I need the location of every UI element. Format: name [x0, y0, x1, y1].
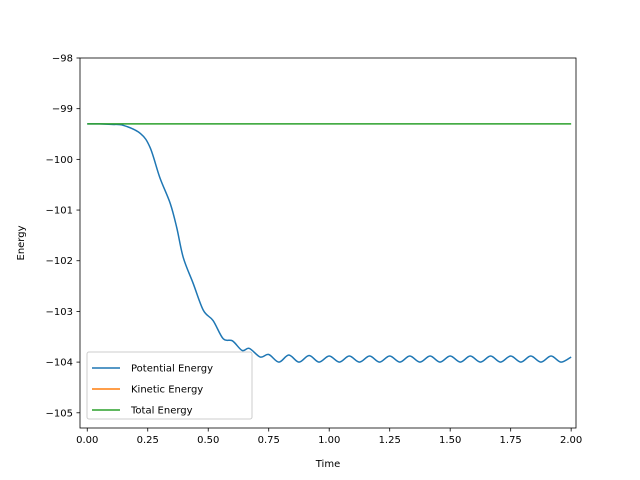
y-tick-label: −100 [46, 155, 73, 166]
legend-label: Total Energy [130, 406, 193, 417]
y-axis-ticks: −98 −99 −100 −101 −102 −103 −104 −105 [46, 54, 80, 419]
y-tick-label: −98 [52, 54, 73, 65]
series-line-potential-energy [87, 123, 572, 363]
y-axis-label: Energy [16, 225, 27, 260]
y-tick-label: −102 [46, 256, 73, 267]
x-tick-label: 0.50 [197, 435, 219, 446]
legend: Potential Energy Kinetic Energy Total Ener… [86, 351, 253, 420]
y-tick-label: −105 [46, 408, 73, 419]
y-tick-label: −104 [46, 358, 73, 369]
legend-box [86, 351, 253, 420]
x-axis-ticks: 0.00 0.25 0.50 0.75 1.00 1.25 1.50 1.75 2.00 [76, 428, 582, 446]
y-tick-label: −101 [46, 206, 73, 217]
legend-label: Potential Energy [131, 364, 213, 375]
x-tick-label: 1.50 [439, 435, 461, 446]
y-tick-label: −103 [46, 307, 73, 318]
y-tick-label: −99 [52, 104, 73, 115]
x-axis-label: Time [315, 459, 340, 470]
x-tick-label: 1.00 [318, 435, 340, 446]
x-tick-label: 1.25 [379, 435, 401, 446]
legend-label: Kinetic Energy [131, 385, 203, 396]
x-tick-label: 0.25 [137, 435, 159, 446]
axes-frame [79, 57, 577, 429]
x-tick-label: 1.75 [500, 435, 522, 446]
series-layer [87, 123, 572, 363]
x-tick-label: 0.75 [258, 435, 280, 446]
x-tick-label: 2.00 [560, 435, 582, 446]
x-tick-label: 0.00 [76, 435, 98, 446]
